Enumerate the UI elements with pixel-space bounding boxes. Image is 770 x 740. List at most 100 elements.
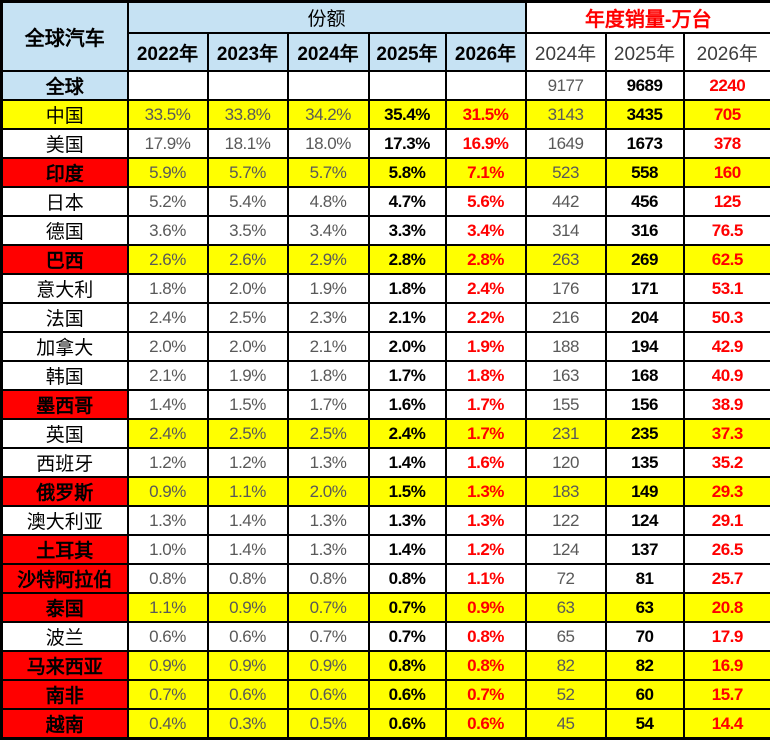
sales-cell: 176	[526, 274, 606, 303]
share-cell	[208, 71, 288, 100]
sales-cell: 29.1	[684, 506, 770, 535]
country-label: 巴西	[2, 245, 128, 274]
country-label: 澳大利亚	[2, 506, 128, 535]
country-label: 加拿大	[2, 332, 128, 361]
country-label: 南非	[2, 680, 128, 709]
share-cell: 0.9%	[128, 477, 208, 506]
sales-cell: 235	[606, 419, 684, 448]
share-cell: 0.7%	[446, 680, 526, 709]
share-cell: 2.3%	[288, 303, 369, 332]
share-cell: 2.0%	[208, 274, 288, 303]
sales-year-header: 2024年	[526, 33, 606, 71]
share-cell: 1.9%	[288, 274, 369, 303]
country-label: 中国	[2, 100, 128, 129]
country-label: 泰国	[2, 593, 128, 622]
sales-cell: 81	[606, 564, 684, 593]
share-cell: 1.5%	[208, 390, 288, 419]
country-label: 意大利	[2, 274, 128, 303]
share-cell: 5.7%	[288, 158, 369, 187]
sales-cell: 76.5	[684, 216, 770, 245]
sales-cell: 558	[606, 158, 684, 187]
share-cell: 1.3%	[446, 506, 526, 535]
country-label: 印度	[2, 158, 128, 187]
sales-cell: 135	[606, 448, 684, 477]
sales-cell: 456	[606, 187, 684, 216]
share-cell: 0.8%	[369, 564, 446, 593]
share-cell: 1.1%	[208, 477, 288, 506]
sales-cell: 204	[606, 303, 684, 332]
sales-cell: 17.9	[684, 622, 770, 651]
sales-cell: 216	[526, 303, 606, 332]
share-cell: 18.1%	[208, 129, 288, 158]
share-cell: 1.3%	[288, 448, 369, 477]
share-cell: 17.3%	[369, 129, 446, 158]
share-cell: 35.4%	[369, 100, 446, 129]
share-year-header: 2023年	[208, 33, 288, 71]
sales-cell: 26.5	[684, 535, 770, 564]
country-label: 德国	[2, 216, 128, 245]
share-cell: 0.6%	[288, 680, 369, 709]
share-cell: 0.5%	[288, 709, 369, 739]
sales-cell: 316	[606, 216, 684, 245]
sales-cell: 120	[526, 448, 606, 477]
share-cell: 0.6%	[369, 680, 446, 709]
sales-cell: 122	[526, 506, 606, 535]
share-cell: 2.1%	[369, 303, 446, 332]
share-cell: 3.6%	[128, 216, 208, 245]
sales-cell: 155	[526, 390, 606, 419]
sales-cell: 183	[526, 477, 606, 506]
share-cell: 0.7%	[369, 622, 446, 651]
share-cell: 1.5%	[369, 477, 446, 506]
sales-cell: 50.3	[684, 303, 770, 332]
sales-cell: 70	[606, 622, 684, 651]
sales-year-header: 2026年	[684, 33, 770, 71]
share-cell: 16.9%	[446, 129, 526, 158]
share-cell: 4.8%	[288, 187, 369, 216]
sales-cell: 52	[526, 680, 606, 709]
share-cell: 2.4%	[128, 419, 208, 448]
share-cell: 1.2%	[128, 448, 208, 477]
country-label: 波兰	[2, 622, 128, 651]
country-label: 法国	[2, 303, 128, 332]
share-cell: 31.5%	[446, 100, 526, 129]
share-cell: 0.6%	[208, 680, 288, 709]
sales-cell: 156	[606, 390, 684, 419]
share-cell: 2.0%	[208, 332, 288, 361]
sales-cell: 65	[526, 622, 606, 651]
share-cell: 1.9%	[446, 332, 526, 361]
share-cell: 0.4%	[128, 709, 208, 739]
share-cell: 1.3%	[128, 506, 208, 535]
sales-cell: 9177	[526, 71, 606, 100]
share-cell: 1.6%	[446, 448, 526, 477]
share-cell: 1.8%	[288, 361, 369, 390]
sales-year-header: 2025年	[606, 33, 684, 71]
share-cell: 1.4%	[128, 390, 208, 419]
share-cell: 2.5%	[208, 303, 288, 332]
sales-cell: 2240	[684, 71, 770, 100]
share-cell: 5.9%	[128, 158, 208, 187]
sales-cell: 38.9	[684, 390, 770, 419]
share-cell: 5.8%	[369, 158, 446, 187]
sales-cell: 54	[606, 709, 684, 739]
sales-cell: 60	[606, 680, 684, 709]
sales-cell: 3435	[606, 100, 684, 129]
share-cell: 2.1%	[128, 361, 208, 390]
share-cell: 1.7%	[446, 419, 526, 448]
country-label: 越南	[2, 709, 128, 739]
sales-cell: 29.3	[684, 477, 770, 506]
share-cell: 1.4%	[369, 448, 446, 477]
sales-cell: 125	[684, 187, 770, 216]
country-label: 沙特阿拉伯	[2, 564, 128, 593]
share-cell	[369, 71, 446, 100]
share-cell: 2.0%	[128, 332, 208, 361]
share-cell: 1.7%	[446, 390, 526, 419]
